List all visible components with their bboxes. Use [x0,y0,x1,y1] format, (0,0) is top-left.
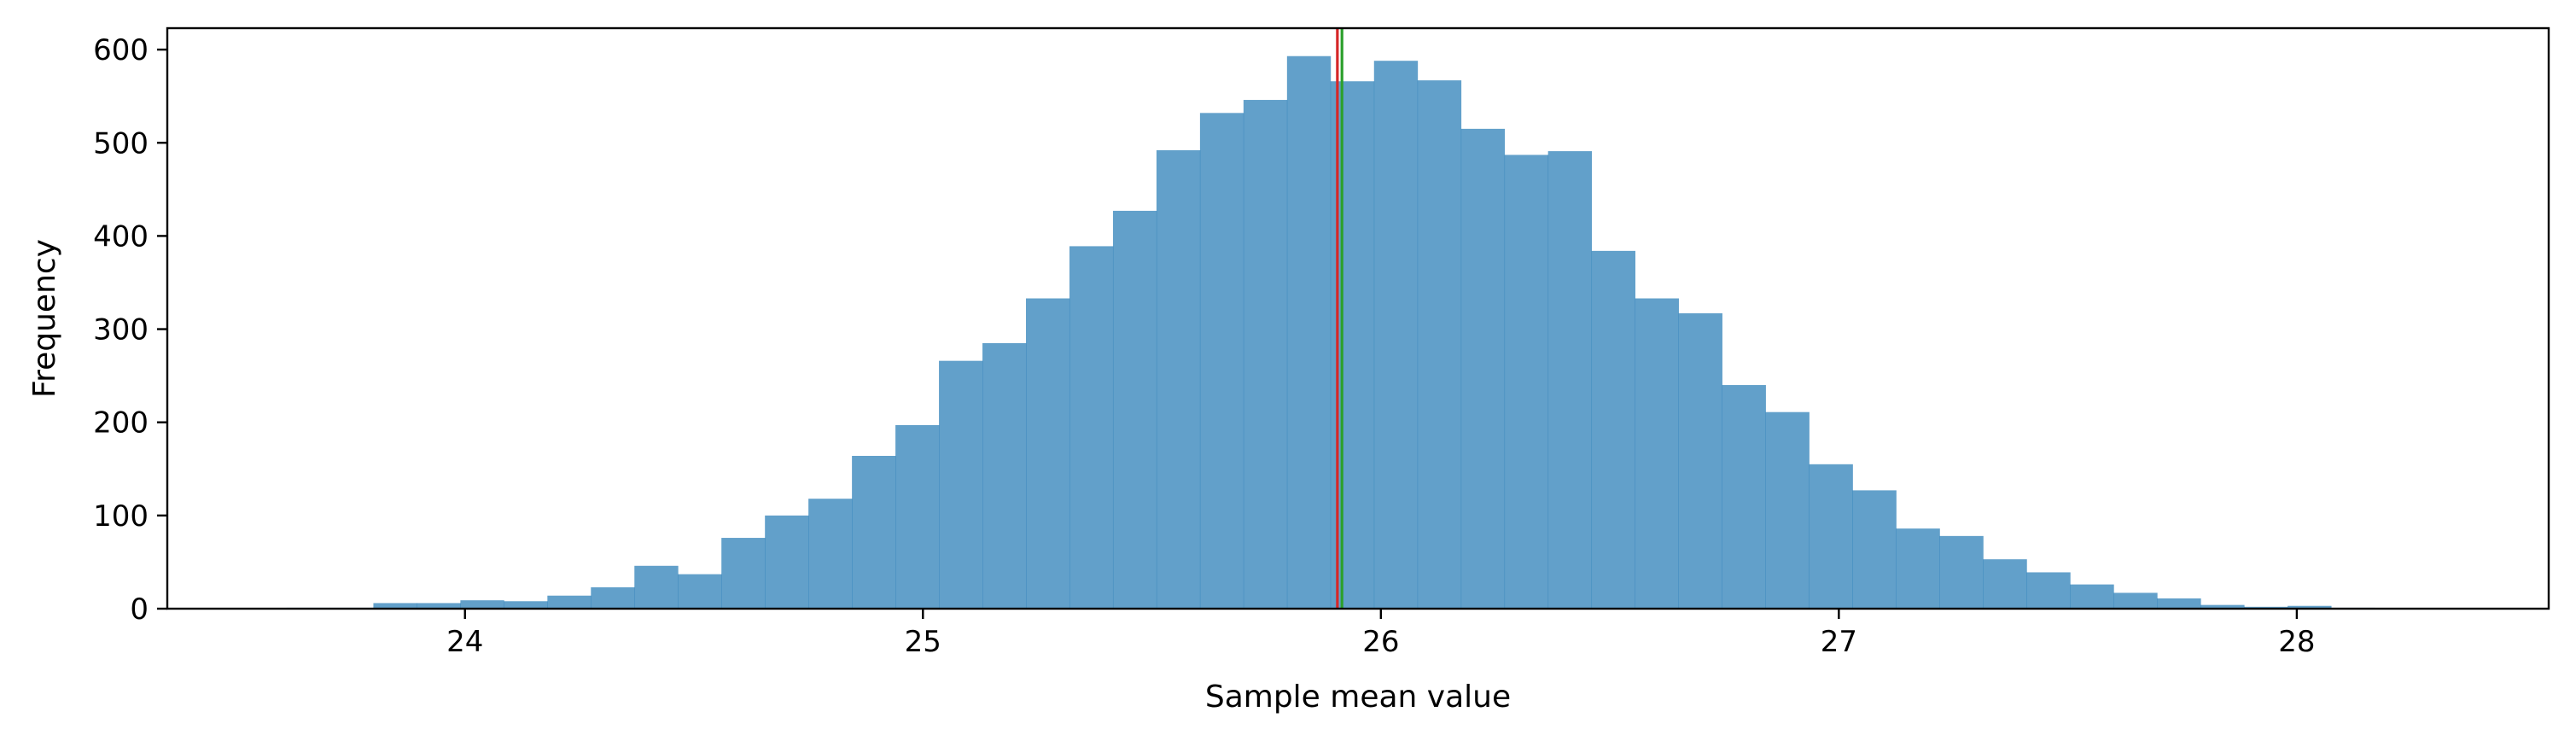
y-tick-label: 600 [93,33,149,67]
y-tick-label: 200 [93,406,149,441]
y-axis-ticks: 0 100 200 300 400 500 600 [93,33,167,627]
histogram-bar [504,601,548,609]
histogram-bar [1286,55,1332,610]
histogram-bar [1417,80,1462,610]
reference-lines [1336,28,1343,609]
plot-frame [166,26,2550,610]
y-tick-label: 500 [93,126,149,160]
histogram-bar [591,586,635,609]
histogram-bar [1939,535,1984,609]
histogram-bar [895,424,940,609]
x-tick-label: 28 [2278,625,2315,659]
histogram-bar [634,565,679,609]
histogram-bar [2070,584,2114,609]
histogram-bar [1852,490,1897,609]
histogram-bar [678,574,722,609]
histogram-bar [982,342,1027,609]
x-axis-label: Sample mean value [1205,680,1511,715]
histogram-bar [1722,385,1766,609]
x-tick-label: 26 [1362,625,1399,659]
histogram-bar [852,456,896,609]
histogram-bar [721,538,766,609]
y-tick-label: 100 [93,499,149,534]
histogram-bar [1896,528,1940,609]
histogram-bar [460,600,504,609]
histogram-bar [2113,592,2158,609]
histogram-bar [2026,572,2071,609]
histogram-bar [2157,598,2201,609]
histogram-bar [1112,210,1157,609]
histogram-bar [1765,411,1810,609]
histogram-bar [2200,604,2245,609]
histogram-bar [1504,155,1549,609]
x-tick-label: 24 [446,625,483,659]
histogram-bar [1243,100,1288,610]
histogram-bar [2288,605,2332,609]
histogram-bar [417,603,461,609]
histogram-bar [1156,149,1201,610]
y-tick-label: 300 [93,313,149,347]
histogram-bar [1678,313,1722,609]
histogram-bar [939,360,983,609]
histogram-bar [765,515,809,609]
histogram-bar [373,603,417,609]
histogram-bar [1069,246,1114,609]
x-tick-label: 25 [905,625,941,659]
y-tick-label: 400 [93,219,149,254]
y-axis-label: Frequency [27,239,62,398]
x-tick-label: 27 [1821,625,1857,659]
histogram-bar [1460,128,1506,609]
histogram-bar [1199,113,1244,609]
histogram-bar [1591,250,1635,609]
histogram-bar [547,595,592,609]
histogram-bar [1373,61,1419,609]
histogram-bar [1983,559,2027,609]
histogram-bar [1547,151,1593,609]
histogram-bars [286,55,2375,610]
x-axis-ticks: 24 25 26 27 28 [446,609,2316,659]
histogram-bar [1026,298,1070,609]
histogram-bar [1809,464,1853,609]
histogram-bar [1635,298,1679,609]
y-tick-label: 0 [130,592,149,627]
histogram-bar [808,499,853,609]
